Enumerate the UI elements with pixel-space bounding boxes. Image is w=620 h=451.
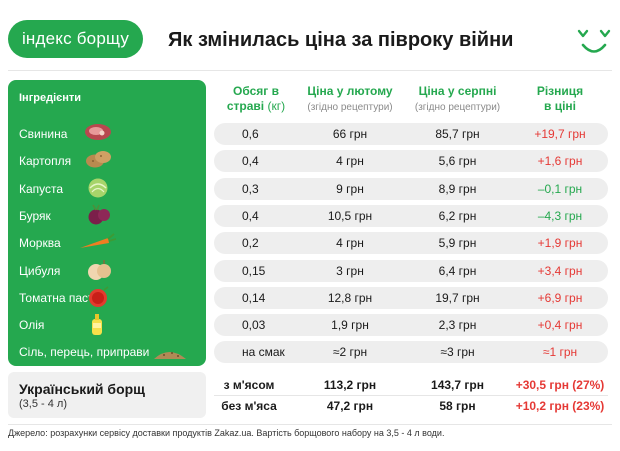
summary-subtitle: (3,5 - 4 л) [19, 398, 67, 410]
aug-price-cell: 2,3 грн [438, 318, 477, 332]
ingredient-name: Свинина [19, 127, 68, 141]
page-title: Як змінилась ціна за півроку війни [168, 29, 514, 51]
table-row [214, 178, 608, 200]
aug-price-column-header: Ціна у серпні [418, 84, 497, 98]
ingredient-name: Сіль, перець, приправи [19, 345, 150, 359]
summary-title: Український борщ [19, 381, 145, 397]
ingredient-name: Буряк [19, 209, 51, 223]
diff-cell: +3,4 грн [537, 264, 583, 278]
header-divider [8, 70, 612, 71]
table-row [214, 232, 608, 254]
diff-cell: –0,1 грн [537, 182, 583, 196]
feb-price-cell: 12,8 грн [327, 291, 373, 305]
table-row [214, 341, 608, 363]
beet-icon [88, 204, 110, 225]
amount-cell: 0,4 [242, 209, 259, 223]
diff-cell: +1,9 грн [537, 236, 583, 250]
with-meat-aug: 143,7 грн [431, 378, 484, 392]
ingredient-name: Цибуля [19, 264, 61, 278]
source-note: Джерело: розрахунки сервісу доставки про… [8, 428, 445, 438]
carrot-icon [80, 233, 116, 248]
ingredient-name: Олія [19, 318, 45, 332]
diff-cell: +0,4 грн [537, 318, 583, 332]
table-row [214, 287, 608, 309]
tomato-paste-icon [89, 286, 109, 307]
table-row [214, 260, 608, 282]
diff-column-header: Різниця в ціні [536, 84, 584, 113]
amount-cell: 0,2 [242, 236, 259, 250]
ingredient-name: Картопля [19, 154, 72, 168]
table-row [214, 205, 608, 227]
amount-cell: 0,6 [242, 127, 259, 141]
aug-price-cell: 19,7 грн [435, 291, 480, 305]
without-meat-aug: 58 грн [439, 399, 476, 413]
oil-bottle-icon [92, 314, 102, 335]
table-row [214, 314, 608, 336]
amount-cell: 0,4 [242, 154, 259, 168]
feb-price-cell: 1,9 грн [331, 318, 369, 332]
summary-divider [214, 395, 608, 396]
diff-cell: ≈1 грн [542, 345, 578, 359]
feb-price-cell: 66 грн [332, 127, 368, 141]
feb-price-column-header: Ціна у лютому [307, 84, 393, 98]
pork-icon [85, 124, 111, 140]
amount-cell: 0,3 [242, 182, 259, 196]
table-row [214, 123, 608, 145]
table-row [214, 150, 608, 172]
spices-icon [154, 352, 186, 359]
feb-price-cell: ≈2 грн [332, 345, 368, 359]
amount-cell: 0,03 [242, 318, 266, 332]
feb-price-cell: 10,5 грн [327, 209, 373, 223]
feb-price-cell: 9 грн [336, 182, 364, 196]
feb-price-cell: 4 грн [336, 154, 364, 168]
diff-cell: +6,9 грн [537, 291, 583, 305]
ingredients-header: Інгредієнти [19, 92, 82, 104]
ingredient-name: Томатна паста [19, 291, 101, 305]
cabbage-icon [88, 178, 108, 198]
feb-price-cell: 4 грн [336, 236, 364, 250]
aug-price-cell: 85,7 грн [435, 127, 480, 141]
amount-cell: 0,14 [242, 291, 266, 305]
amount-column-header: Обсяг в страві (кг) [226, 84, 286, 113]
aug-price-cell: 6,2 грн [438, 209, 477, 223]
aug-price-cell: 5,6 грн [438, 154, 477, 168]
amount-cell: 0,15 [242, 264, 266, 278]
with-meat-label: з м'ясом [223, 378, 275, 392]
aug-price-cell: 5,9 грн [438, 236, 477, 250]
footer-divider [8, 424, 612, 425]
aug-price-subheader: (згідно рецептури) [414, 102, 501, 113]
potato-icon [86, 151, 111, 168]
without-meat-label: без м'яса [221, 399, 277, 413]
ingredient-name: Морква [19, 236, 61, 250]
amount-cell: на смак [242, 345, 285, 359]
without-meat-feb: 47,2 грн [326, 399, 374, 413]
diff-cell: +19,7 грн [534, 127, 586, 141]
aug-price-cell: ≈3 грн [440, 345, 475, 359]
diff-cell: –4,3 грн [537, 209, 583, 223]
ingredient-name: Капуста [19, 182, 64, 196]
without-meat-diff: +10,2 грн (23%) [515, 399, 605, 413]
brand-logo: індекс борщу [8, 20, 143, 58]
smiley-icon [577, 29, 611, 53]
diff-cell: +1,6 грн [537, 154, 583, 168]
feb-price-cell: 3 грн [336, 264, 364, 278]
feb-price-subheader: (згідно рецептури) [307, 102, 393, 113]
with-meat-feb: 113,2 грн [323, 378, 377, 392]
aug-price-cell: 8,9 грн [438, 182, 477, 196]
onion-icon [88, 260, 111, 280]
summary-box [8, 372, 206, 418]
with-meat-diff: +30,5 грн (27%) [515, 378, 605, 392]
aug-price-cell: 6,4 грн [438, 264, 477, 278]
